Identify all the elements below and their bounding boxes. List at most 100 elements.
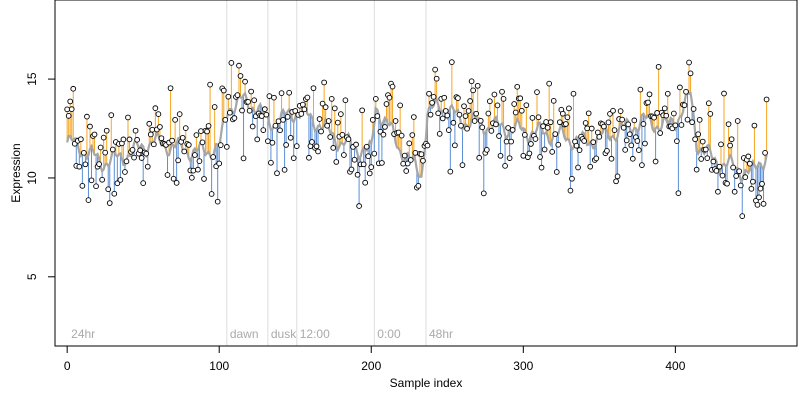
data-point — [348, 166, 355, 173]
data-point — [436, 131, 443, 137]
data-point — [261, 106, 268, 112]
time-markers: 24hr dawn dusk 12:00 0:00 48hr — [71, 0, 453, 346]
data-point — [239, 107, 245, 114]
data-point — [731, 188, 738, 195]
data-point — [687, 70, 694, 77]
data-point — [182, 125, 189, 131]
data-point — [605, 119, 612, 126]
data-point — [494, 102, 501, 109]
data-point — [544, 124, 551, 131]
data-point — [274, 170, 280, 177]
data-point — [674, 138, 680, 145]
data-point — [85, 197, 92, 203]
data-point — [109, 146, 116, 153]
data-point — [290, 155, 297, 162]
data-point — [380, 131, 387, 138]
data-point — [491, 91, 498, 98]
x-axis-label: Sample index — [390, 376, 463, 390]
data-point — [727, 142, 733, 149]
data-point — [526, 150, 533, 157]
data-point — [188, 174, 195, 181]
data-point — [403, 168, 410, 174]
data-point — [751, 122, 758, 129]
data-point — [400, 160, 407, 167]
data-point — [468, 78, 475, 85]
data-point — [268, 159, 274, 166]
data-point — [559, 110, 566, 117]
data-point — [613, 178, 619, 185]
data-point — [152, 105, 159, 111]
data-point — [631, 117, 638, 124]
data-point — [629, 155, 636, 162]
data-point — [122, 169, 128, 175]
data-point — [366, 170, 373, 177]
data-point — [363, 143, 370, 150]
data-point — [750, 178, 756, 185]
data-point — [117, 177, 124, 183]
data-point — [485, 110, 492, 117]
data-point — [379, 160, 385, 166]
data-point — [763, 96, 770, 103]
data-point — [65, 113, 72, 119]
data-point — [459, 162, 466, 168]
data-point — [541, 146, 548, 153]
data-point — [126, 136, 133, 143]
data-point — [325, 118, 332, 124]
data-point — [716, 163, 723, 170]
data-point — [474, 82, 481, 89]
data-point — [275, 118, 282, 125]
data-point — [327, 134, 334, 140]
data-point — [573, 142, 580, 149]
data-point — [645, 99, 651, 106]
data-point — [365, 153, 372, 160]
marker-label: dawn — [230, 327, 259, 341]
data-point — [167, 85, 174, 92]
data-point — [195, 166, 201, 173]
smoothed-trend — [66, 89, 768, 182]
data-point — [353, 141, 359, 148]
data-point — [76, 163, 83, 170]
data-point — [321, 79, 327, 86]
data-point — [556, 119, 563, 126]
data-point — [581, 138, 587, 144]
data-point — [382, 124, 388, 130]
data-point — [444, 112, 451, 119]
data-point — [406, 140, 413, 147]
data-point — [319, 100, 326, 107]
data-point — [427, 111, 434, 118]
data-point — [430, 94, 437, 100]
data-point — [333, 159, 340, 165]
data-point — [433, 75, 440, 82]
data-point — [263, 111, 270, 118]
data-point — [242, 78, 248, 85]
data-point — [410, 114, 417, 120]
data-point — [585, 110, 592, 117]
x-tick-label: 400 — [665, 359, 685, 373]
data-point — [287, 134, 294, 141]
data-point — [222, 116, 229, 123]
data-point — [636, 147, 642, 153]
data-point — [588, 125, 595, 132]
data-point — [269, 139, 276, 146]
data-point — [601, 123, 607, 130]
x-tick-label: 200 — [361, 359, 381, 373]
data-point — [93, 183, 99, 190]
data-point — [368, 164, 375, 170]
data-point — [318, 128, 324, 135]
data-point — [155, 111, 162, 117]
data-point — [236, 62, 242, 69]
data-point — [639, 162, 645, 168]
data-point — [265, 138, 271, 145]
data-point — [401, 152, 408, 159]
data-point — [362, 179, 369, 186]
data-point — [756, 194, 762, 201]
data-point — [587, 163, 594, 170]
data-point — [569, 175, 575, 182]
data-point — [689, 119, 695, 126]
data-point — [596, 133, 603, 140]
data-point — [707, 111, 714, 117]
data-point — [281, 166, 288, 173]
data-point — [82, 161, 89, 168]
data-point — [508, 138, 514, 145]
data-point — [458, 122, 464, 129]
